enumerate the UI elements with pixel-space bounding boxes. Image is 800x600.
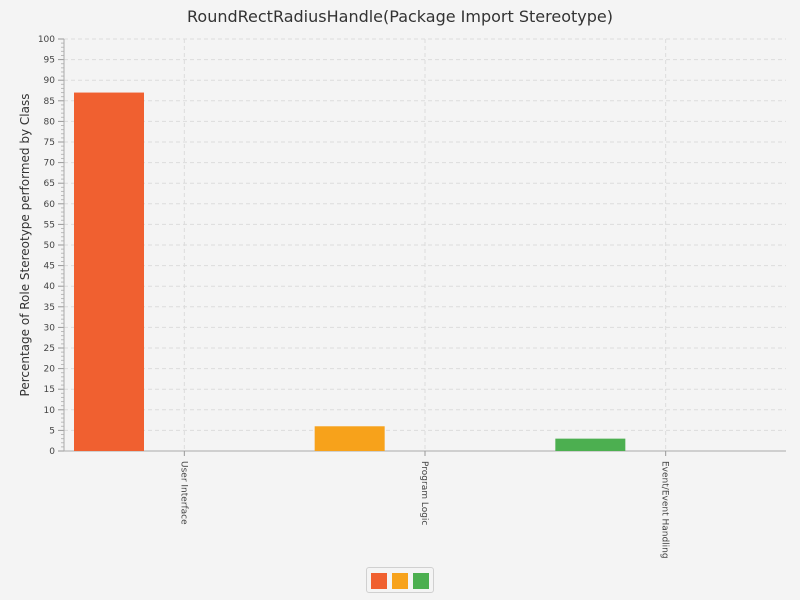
- bar-user-interface: [74, 92, 144, 451]
- legend: [366, 567, 434, 593]
- y-tick-label: 45: [44, 262, 55, 272]
- bar-event-event-handling: [555, 438, 626, 451]
- y-tick-label: 55: [44, 220, 55, 230]
- y-tick-label: 75: [44, 138, 55, 148]
- gridlines: [64, 38, 786, 451]
- y-tick-label: 95: [44, 56, 55, 66]
- y-tick-label: 100: [38, 35, 55, 45]
- y-tick-label: 0: [49, 447, 55, 457]
- y-tick-label: 25: [44, 344, 55, 354]
- x-category-label: Program Logic: [419, 461, 429, 525]
- y-tick-label: 35: [44, 303, 55, 313]
- axes: [58, 38, 786, 456]
- x-category-label: User Interface: [178, 461, 188, 525]
- legend-swatch-1: [371, 573, 387, 589]
- y-tick-label: 5: [49, 426, 55, 436]
- bar-program-logic: [314, 426, 385, 451]
- bars: [74, 92, 626, 451]
- x-category-label: Event/Event Handling: [660, 461, 670, 559]
- y-tick-label: 70: [44, 159, 56, 169]
- y-tick-label: 65: [44, 179, 55, 189]
- y-tick-label: 15: [44, 385, 55, 395]
- labels: 0 5 10 15 20 25 30 35 40 45 50 55 60 65 70 75 80 85 90 95 10…: [38, 35, 670, 559]
- legend-swatch-3: [413, 573, 429, 589]
- y-tick-label: 30: [44, 323, 56, 333]
- y-tick-label: 50: [44, 241, 56, 251]
- y-tick-label: 90: [44, 76, 56, 86]
- y-tick-label: 10: [44, 406, 56, 416]
- y-tick-label: 80: [44, 117, 56, 127]
- y-tick-label: 20: [44, 365, 56, 375]
- y-axis-title: Percentage of Role Stereotype performed …: [18, 94, 32, 397]
- chart-title: RoundRectRadiusHandle(Package Import Ste…: [187, 7, 613, 26]
- y-tick-label: 60: [44, 200, 56, 210]
- y-tick-label: 40: [44, 282, 56, 292]
- y-tick-label: 85: [44, 97, 55, 107]
- legend-swatch-2: [392, 573, 408, 589]
